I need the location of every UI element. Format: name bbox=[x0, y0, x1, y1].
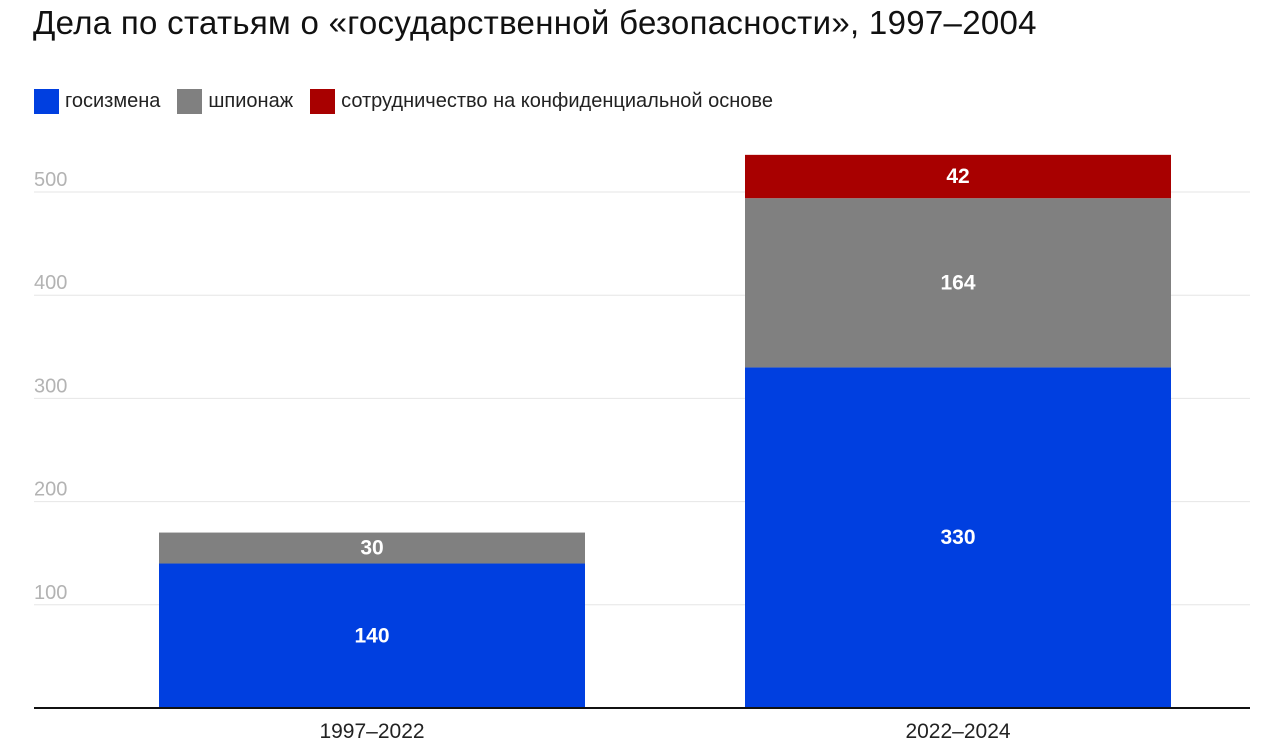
y-tick-label-300: 300 bbox=[34, 375, 67, 397]
legend-swatch-treason bbox=[34, 89, 59, 114]
data-label-1-0: 330 bbox=[940, 526, 975, 549]
y-tick-label-400: 400 bbox=[34, 272, 67, 294]
x-category-label-1: 2022–2024 bbox=[905, 720, 1010, 743]
bar-segment-0-1 bbox=[159, 532, 585, 564]
legend-label-treason: госизмена bbox=[65, 90, 161, 112]
x-category-label-0: 1997–2022 bbox=[319, 720, 424, 743]
data-label-1-2: 42 bbox=[946, 165, 969, 188]
y-tick-label-200: 200 bbox=[34, 479, 67, 501]
data-label-0-1: 30 bbox=[360, 537, 383, 560]
bar-segment-0-0 bbox=[159, 563, 585, 708]
legend-item-cooperation: сотрудничество на конфиденциальной основ… bbox=[310, 89, 773, 114]
chart-title: Дела по статьям о «государственной безоп… bbox=[33, 4, 1037, 41]
legend-swatch-espionage bbox=[177, 89, 203, 114]
bar-segment-1-0 bbox=[745, 367, 1171, 708]
data-label-1-1: 164 bbox=[940, 271, 975, 294]
legend: госизмена шпионаж сотрудничество на конф… bbox=[34, 89, 790, 114]
y-tick-label-500: 500 bbox=[34, 169, 67, 191]
data-label-0-0: 140 bbox=[354, 624, 389, 647]
bar-segment-1-2 bbox=[745, 154, 1171, 199]
bar-segment-1-1 bbox=[745, 198, 1171, 368]
legend-label-cooperation: сотрудничество на конфиденциальной основ… bbox=[341, 90, 773, 112]
legend-item-treason: госизмена bbox=[34, 89, 160, 114]
legend-item-espionage: шпионаж bbox=[177, 89, 293, 114]
legend-swatch-cooperation bbox=[310, 89, 336, 114]
y-tick-label-100: 100 bbox=[34, 582, 67, 604]
legend-label-espionage: шпионаж bbox=[208, 90, 294, 112]
